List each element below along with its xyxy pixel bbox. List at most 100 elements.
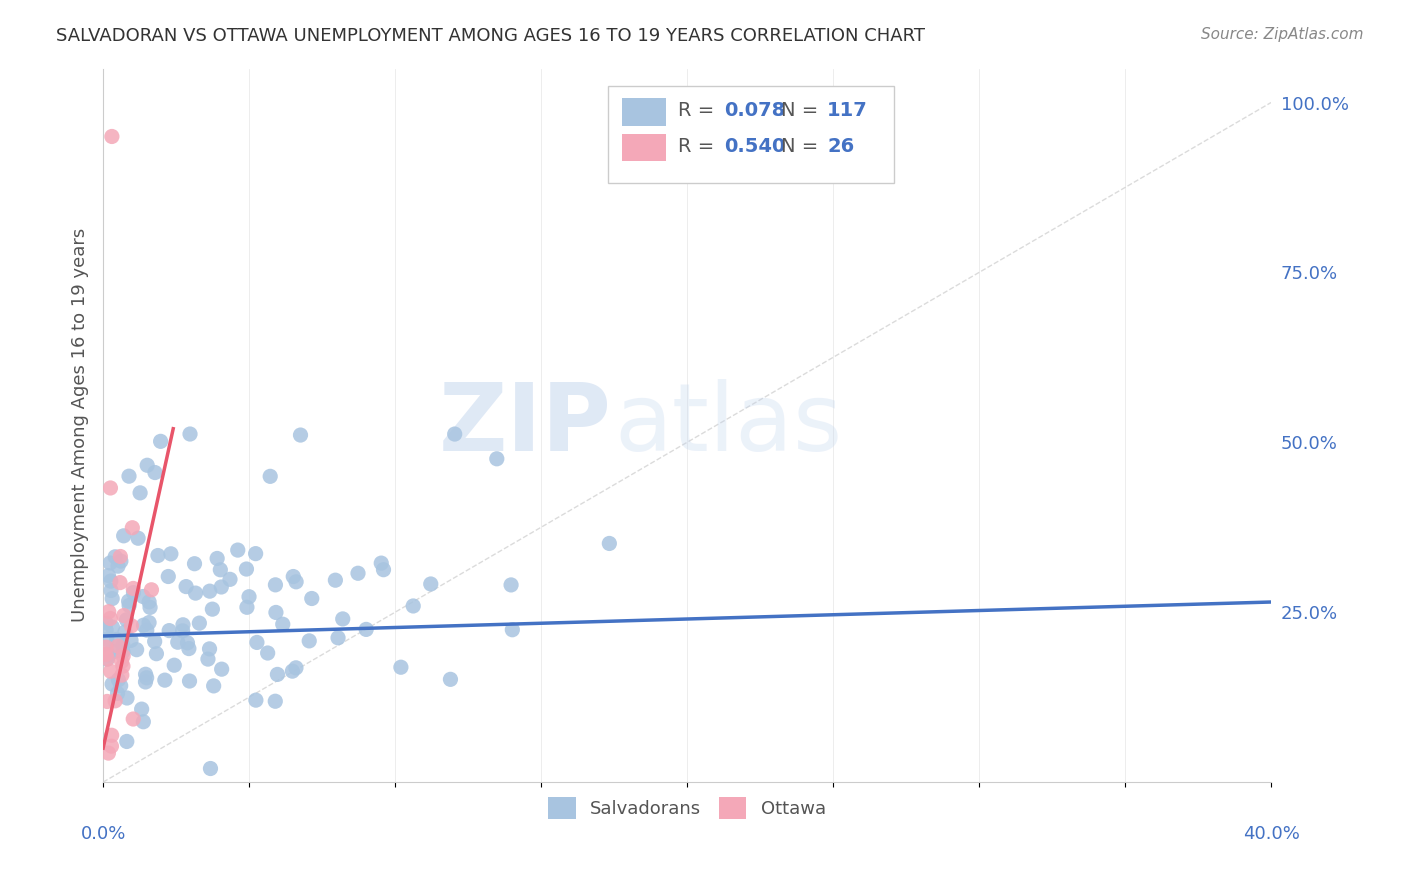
Text: 0.0%: 0.0% xyxy=(80,825,125,843)
Point xyxy=(135,671,157,685)
Point xyxy=(108,575,131,590)
Point xyxy=(122,585,145,599)
Point xyxy=(499,578,522,592)
Point xyxy=(100,664,122,678)
Point xyxy=(283,569,305,583)
Point xyxy=(112,529,135,543)
Point xyxy=(219,572,242,586)
Point xyxy=(104,549,127,564)
Point xyxy=(141,582,163,597)
Point xyxy=(134,675,156,690)
Point xyxy=(107,559,129,574)
Point xyxy=(266,667,288,681)
Point xyxy=(256,646,278,660)
Text: Source: ZipAtlas.com: Source: ZipAtlas.com xyxy=(1201,27,1364,42)
Point xyxy=(209,563,232,577)
Text: 0.540: 0.540 xyxy=(724,136,786,156)
Point xyxy=(172,617,194,632)
Point xyxy=(246,635,269,649)
Text: R =: R = xyxy=(678,101,720,120)
Point xyxy=(153,673,176,687)
Point xyxy=(264,578,287,592)
Point xyxy=(110,554,132,568)
Point xyxy=(110,655,132,669)
Point xyxy=(98,556,121,570)
Point xyxy=(138,595,160,609)
Point xyxy=(347,566,370,581)
Point xyxy=(143,634,166,648)
Point xyxy=(138,615,160,630)
Point xyxy=(100,481,122,495)
Point xyxy=(101,129,124,144)
Point xyxy=(111,659,134,673)
Point xyxy=(332,612,354,626)
Point xyxy=(176,636,198,650)
Point xyxy=(183,557,205,571)
Text: 26: 26 xyxy=(827,136,855,156)
FancyBboxPatch shape xyxy=(607,87,894,183)
Point xyxy=(443,427,465,442)
Point xyxy=(198,584,221,599)
Point xyxy=(94,640,117,655)
Text: 40.0%: 40.0% xyxy=(1243,825,1299,843)
Point xyxy=(285,574,308,589)
Point xyxy=(598,536,620,550)
Point xyxy=(157,569,180,583)
Point xyxy=(271,617,294,632)
Point xyxy=(281,664,304,678)
Point xyxy=(105,632,128,647)
Point xyxy=(235,562,257,576)
Point xyxy=(402,599,425,613)
Bar xyxy=(621,98,666,126)
Point xyxy=(97,605,120,619)
Point xyxy=(370,556,392,570)
Point xyxy=(198,641,221,656)
Point xyxy=(177,641,200,656)
Point xyxy=(172,624,194,638)
Point xyxy=(157,624,180,638)
Point xyxy=(145,647,167,661)
Point xyxy=(96,632,118,647)
Point xyxy=(94,648,117,662)
Text: R =: R = xyxy=(678,136,720,156)
Text: atlas: atlas xyxy=(614,379,844,471)
Point xyxy=(121,521,143,535)
Point xyxy=(166,635,188,649)
Point xyxy=(98,611,121,625)
Point xyxy=(245,547,267,561)
Point xyxy=(132,714,155,729)
Point xyxy=(179,673,201,688)
Text: 117: 117 xyxy=(827,101,868,120)
Point xyxy=(122,582,145,596)
Point xyxy=(100,574,122,588)
Point xyxy=(136,458,159,473)
Point xyxy=(115,613,138,627)
Point xyxy=(120,619,142,633)
Point xyxy=(127,531,149,545)
Bar xyxy=(621,134,666,161)
Point xyxy=(485,451,508,466)
Point xyxy=(111,645,134,659)
Point xyxy=(135,623,157,637)
Text: 0.078: 0.078 xyxy=(724,101,786,120)
Point xyxy=(110,549,132,564)
Point xyxy=(501,623,523,637)
Point xyxy=(107,686,129,700)
Point xyxy=(143,466,166,480)
Text: N =: N = xyxy=(780,136,824,156)
Point xyxy=(129,486,152,500)
Point xyxy=(205,551,228,566)
Point xyxy=(112,608,135,623)
Point xyxy=(132,618,155,632)
Point xyxy=(301,591,323,606)
Point xyxy=(201,602,224,616)
Point xyxy=(211,662,233,676)
Point xyxy=(184,586,207,600)
Point xyxy=(373,563,395,577)
Point xyxy=(115,691,138,706)
Point xyxy=(111,639,134,653)
Point xyxy=(100,739,122,754)
Point xyxy=(100,583,122,598)
Point xyxy=(264,694,287,708)
Point xyxy=(146,549,169,563)
